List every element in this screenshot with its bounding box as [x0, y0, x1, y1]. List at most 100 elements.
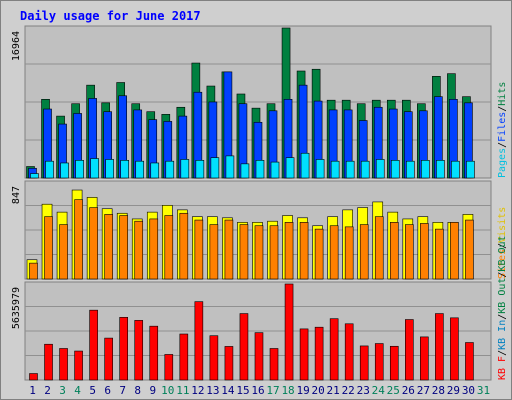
x-tick-label: 28 [432, 384, 445, 397]
x-tick-label: 9 [149, 384, 156, 397]
x-tick-label: 4 [74, 384, 81, 397]
bar-sites-day-23 [359, 224, 369, 280]
bar-sites-day-30 [465, 219, 474, 280]
legend-entry: KB F [497, 356, 508, 380]
x-tick-label: 5 [89, 384, 96, 397]
legend-entry: KB In [497, 320, 508, 350]
bar-kbout-day-16 [254, 332, 264, 381]
bar-kbout-day-25 [389, 345, 399, 381]
bar-pages-day-25 [390, 160, 400, 179]
bar-sites-day-26 [405, 224, 414, 280]
bar-kbout-day-11 [179, 333, 189, 381]
bar-kbout-day-8 [134, 320, 144, 381]
x-tick-label: 7 [119, 384, 126, 397]
x-tick-label: 19 [296, 384, 309, 397]
x-tick-label: 30 [462, 384, 475, 397]
bar-kbout-day-21 [329, 318, 339, 381]
x-tick-label: 21 [327, 384, 340, 397]
x-tick-label: 12 [191, 384, 204, 397]
legend-entry: Pages [497, 148, 508, 178]
bar-pages-day-29 [451, 160, 460, 179]
x-tick-label: 16 [251, 384, 264, 397]
bar-sites-day-5 [89, 207, 98, 280]
bar-pages-day-27 [421, 160, 430, 179]
x-tick-label: 11 [176, 384, 189, 397]
legend-entry: / [497, 142, 508, 148]
bar-kbout-day-29 [450, 317, 459, 381]
bar-sites-day-13 [209, 224, 219, 280]
bar-kbout-day-1 [29, 373, 38, 381]
bar-sites-day-10 [164, 215, 174, 280]
bar-sites-day-21 [329, 225, 339, 280]
x-tick-label: 13 [206, 384, 219, 397]
bar-sites-day-8 [134, 220, 144, 280]
bar-pages-day-7 [120, 160, 129, 179]
x-tick-label: 10 [161, 384, 174, 397]
bar-pages-day-18 [285, 157, 295, 179]
bar-kbout-day-28 [435, 313, 444, 381]
bar-pages-day-19 [300, 152, 310, 179]
bar-pages-day-12 [195, 160, 205, 179]
bar-pages-day-23 [360, 160, 370, 179]
legend-entry: / [497, 243, 508, 249]
bar-kbout-day-5 [89, 309, 98, 381]
bar-kbout-day-4 [74, 350, 83, 381]
bar-pages-day-28 [436, 160, 445, 179]
bar-sites-day-6 [104, 214, 113, 280]
bar-pages-day-14 [225, 155, 235, 179]
x-tick-label: 2 [44, 384, 51, 397]
x-tick-label: 23 [357, 384, 370, 397]
bar-sites-day-4 [74, 199, 83, 280]
legend-entry: / [497, 314, 508, 320]
bar-kbout-day-14 [224, 346, 234, 381]
bar-pages-day-17 [270, 161, 280, 179]
bar-sites-day-25 [389, 222, 399, 280]
x-tick-label: 8 [134, 384, 141, 397]
legend-entry: KB Out [497, 278, 508, 314]
legend-entry: Hits [497, 82, 508, 106]
x-tick-label: 27 [417, 384, 430, 397]
bar-kbout-day-6 [104, 337, 113, 381]
bar-kbout-day-27 [420, 336, 429, 381]
x-tick-label: 22 [342, 384, 355, 397]
x-tick-label: 25 [387, 384, 400, 397]
bar-sites-day-29 [450, 222, 459, 280]
bar-kbout-day-2 [44, 343, 53, 381]
bar-kbout-day-19 [299, 328, 309, 381]
x-tick-label: 17 [266, 384, 279, 397]
bar-pages-day-22 [345, 160, 355, 179]
bar-pages-day-21 [330, 160, 340, 179]
bar-pages-day-24 [375, 159, 385, 179]
bar-sites-day-15 [239, 224, 249, 280]
bar-pages-day-30 [466, 160, 475, 179]
bar-sites-day-20 [314, 228, 324, 280]
x-tick-label: 20 [312, 384, 325, 397]
max-label-bottom: 5635979 [11, 287, 22, 329]
bar-kbout-day-10 [164, 354, 174, 381]
bar-pages-day-9 [150, 162, 160, 179]
bar-sites-day-9 [149, 218, 159, 280]
max-label-middle: 847 [11, 186, 22, 204]
bar-pages-day-8 [135, 160, 145, 179]
max-label-top: 16964 [11, 31, 22, 61]
bar-kbout-day-12 [194, 301, 204, 381]
chart-title: Daily usage for June 2017 [20, 9, 201, 23]
bar-kbout-day-24 [374, 343, 384, 381]
bar-pages-day-11 [180, 159, 190, 179]
bar-kbout-day-20 [314, 326, 324, 381]
legend-entry: Sites [497, 249, 508, 279]
bar-sites-day-22 [344, 226, 354, 280]
bar-sites-day-27 [420, 223, 429, 280]
bar-kbout-day-17 [269, 348, 279, 381]
bar-kbout-day-23 [359, 345, 369, 381]
bar-kbout-day-9 [149, 325, 159, 381]
bar-pages-day-1 [30, 173, 39, 179]
bar-sites-day-2 [44, 216, 53, 280]
bar-sites-day-17 [269, 225, 279, 280]
x-tick-label: 15 [236, 384, 249, 397]
bar-kbout-day-3 [59, 348, 68, 381]
bar-sites-day-14 [224, 219, 234, 280]
bar-sites-day-19 [299, 222, 309, 280]
